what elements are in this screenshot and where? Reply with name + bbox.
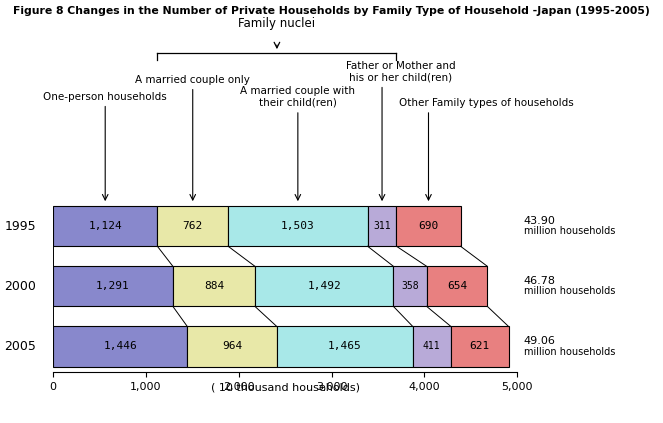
Bar	[53, 327, 187, 366]
Bar	[412, 327, 451, 366]
Text: 358: 358	[401, 281, 419, 291]
Text: 1,492: 1,492	[307, 281, 341, 291]
Text: 43.90: 43.90	[524, 216, 556, 226]
Text: A married couple with
their child(ren): A married couple with their child(ren)	[241, 86, 355, 108]
Bar	[157, 206, 228, 246]
Text: million households: million households	[524, 286, 615, 297]
Text: 1,503: 1,503	[281, 221, 315, 231]
Text: 46.78: 46.78	[524, 276, 556, 286]
Bar	[53, 266, 173, 306]
Text: 2005: 2005	[5, 340, 36, 353]
Text: 49.06: 49.06	[524, 336, 556, 346]
Text: One-person households: One-person households	[43, 91, 167, 102]
Bar	[187, 327, 276, 366]
Bar	[396, 206, 461, 246]
Bar	[393, 266, 427, 306]
Text: Figure 8 Changes in the Number of Private Households by Family Type of Household: Figure 8 Changes in the Number of Privat…	[13, 6, 650, 16]
Text: 964: 964	[222, 341, 242, 352]
Text: Other Family types of households: Other Family types of households	[399, 98, 574, 108]
Text: Family nuclei: Family nuclei	[239, 16, 316, 30]
Bar	[228, 206, 367, 246]
Bar	[53, 206, 157, 246]
Text: ( 10 thousand households): ( 10 thousand households)	[211, 382, 359, 393]
Text: 1,291: 1,291	[96, 281, 130, 291]
Text: A married couple only: A married couple only	[135, 74, 250, 85]
Bar	[367, 206, 396, 246]
Bar	[427, 266, 487, 306]
Text: million households: million households	[524, 346, 615, 357]
Text: 654: 654	[447, 281, 467, 291]
Text: million households: million households	[524, 226, 615, 236]
Text: 311: 311	[373, 221, 391, 231]
Bar	[173, 266, 255, 306]
Text: 884: 884	[204, 281, 224, 291]
Text: 1,446: 1,446	[103, 341, 137, 352]
Text: 762: 762	[182, 221, 203, 231]
Bar	[255, 266, 393, 306]
Text: Father or Mother and
his or her child(ren): Father or Mother and his or her child(re…	[346, 61, 455, 82]
Text: 1,465: 1,465	[328, 341, 361, 352]
Text: 1,124: 1,124	[88, 221, 122, 231]
Text: 690: 690	[418, 221, 439, 231]
Bar	[276, 327, 412, 366]
Text: 411: 411	[423, 341, 441, 352]
Text: 2000: 2000	[5, 280, 36, 293]
Text: 621: 621	[469, 341, 490, 352]
Bar	[451, 327, 509, 366]
Text: 1995: 1995	[5, 220, 36, 233]
